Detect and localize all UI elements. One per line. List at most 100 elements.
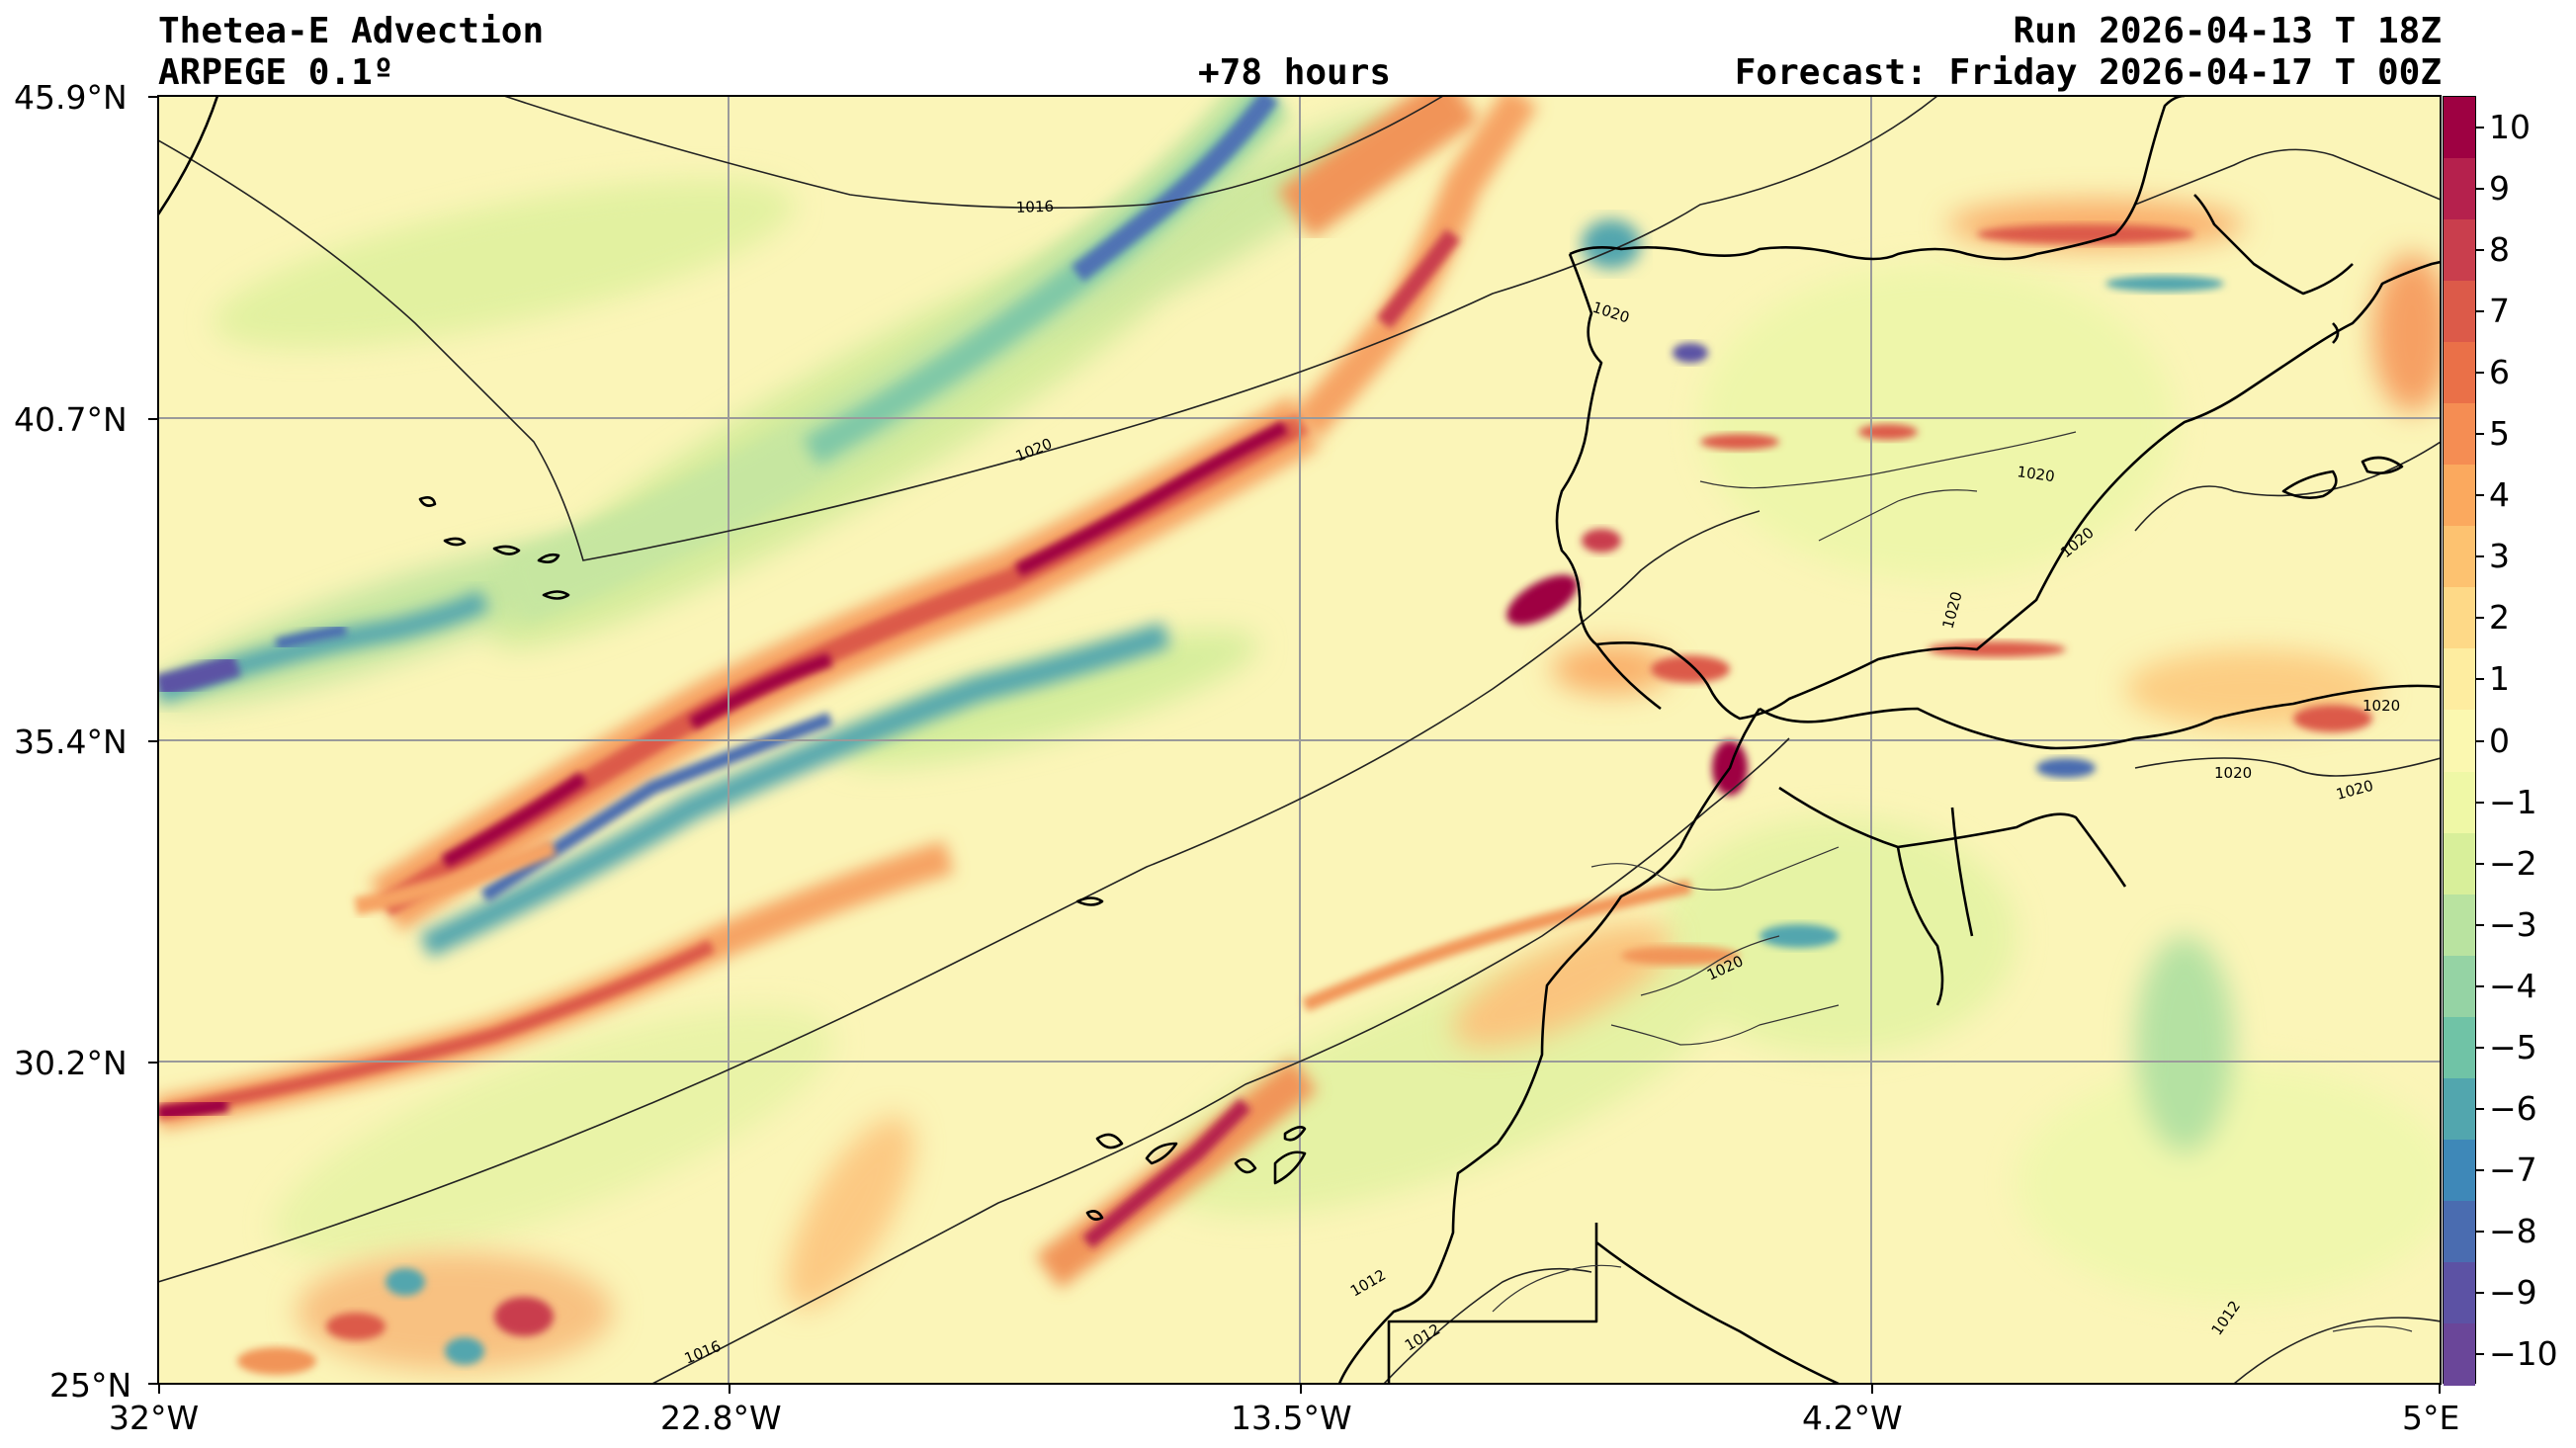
isobar-label: 1020	[2016, 463, 2055, 485]
colorbar-segment	[2444, 403, 2475, 467]
colorbar-segment	[2444, 526, 2475, 589]
colorbar-segment	[2444, 832, 2475, 895]
lon-tick	[2439, 1384, 2441, 1394]
colorbar-tick	[2476, 1230, 2484, 1233]
colorbar-tick	[2476, 739, 2484, 742]
forecast-valid-time: Forecast: Friday 2026-04-17 T 00Z	[1734, 52, 2442, 93]
colorbar-tick	[2476, 1352, 2484, 1355]
colorbar-segment	[2444, 587, 2475, 650]
colorbar-tick	[2476, 862, 2484, 865]
colorbar-tick	[2476, 433, 2484, 436]
field-southern-band	[158, 838, 1692, 1289]
coastlines	[158, 96, 2441, 1384]
colorbar-label: 4	[2489, 475, 2510, 515]
colorbar-tick	[2476, 1168, 2484, 1171]
title-model-name: ARPEGE 0.1º	[158, 52, 394, 93]
lon-label: 4.2°W	[1802, 1399, 1903, 1437]
colorbar-tick	[2476, 617, 2484, 620]
colorbar-label: 5	[2489, 414, 2510, 454]
field-frontal-band	[369, 96, 1538, 958]
run-time: Run 2026-04-13 T 18Z	[2013, 11, 2442, 51]
colorbar-tick	[2476, 555, 2484, 558]
colorbar-tick	[2476, 1046, 2484, 1049]
colorbar-segment	[2444, 894, 2475, 957]
colorbar-label: −7	[2489, 1150, 2537, 1189]
colorbar-label: −2	[2489, 843, 2537, 883]
colorbar-segment	[2444, 465, 2475, 528]
terrain-contours	[1492, 431, 2413, 1332]
colorbar-tick	[2476, 1291, 2484, 1294]
isobar-label: 1020	[2362, 697, 2400, 715]
colorbar-label: 1	[2489, 659, 2510, 699]
lead-time: +78 hours	[1198, 52, 1392, 93]
colorbar-segment	[2444, 710, 2475, 773]
title-field-name: Thetea-E Advection	[158, 11, 545, 51]
colorbar-segment	[2444, 97, 2475, 160]
colorbar-segment	[2444, 342, 2475, 405]
colorbar-label: −10	[2489, 1333, 2558, 1373]
colorbar-label: 2	[2489, 598, 2510, 638]
colorbar	[2443, 96, 2476, 1386]
colorbar-label: 6	[2489, 353, 2510, 392]
colorbar-tick	[2476, 249, 2484, 252]
lon-label: 5°E	[2402, 1399, 2460, 1437]
lon-tick	[729, 1384, 730, 1394]
field-local-features	[237, 219, 2372, 1375]
lat-tick	[148, 418, 158, 420]
colorbar-tick	[2476, 494, 2484, 497]
colorbar-label: 0	[2489, 721, 2510, 760]
colorbar-segment	[2444, 771, 2475, 834]
colorbar-label: −9	[2489, 1272, 2537, 1312]
colorbar-tick	[2476, 801, 2484, 804]
colorbar-label: −6	[2489, 1088, 2537, 1128]
lat-tick	[148, 1383, 158, 1385]
colorbar-label: 10	[2489, 108, 2531, 147]
colorbar-tick	[2476, 310, 2484, 313]
lon-tick	[1300, 1384, 1302, 1394]
colorbar-tick	[2476, 127, 2484, 129]
colorbar-label: −4	[2489, 966, 2537, 1005]
colorbar-tick	[2476, 678, 2484, 681]
map-svg[interactable]: 1016 1020 1020 1020 1020 1020 1020 1020 …	[158, 96, 2441, 1384]
colorbar-label: 8	[2489, 230, 2510, 270]
colorbar-segment	[2444, 281, 2475, 344]
colorbar-label: −3	[2489, 904, 2537, 944]
colorbar-segment	[2444, 219, 2475, 283]
colorbar-segment	[2444, 1016, 2475, 1079]
colorbar-tick	[2476, 1107, 2484, 1110]
isobar-label: 1016	[1016, 198, 1055, 216]
lon-label: 22.8°W	[660, 1399, 782, 1437]
colorbar-segment	[2444, 1077, 2475, 1141]
colorbar-tick	[2476, 984, 2484, 987]
colorbar-segment	[2444, 1322, 2475, 1386]
colorbar-label: 9	[2489, 169, 2510, 209]
lon-label: 13.5°W	[1231, 1399, 1352, 1437]
colorbar-tick	[2476, 923, 2484, 926]
lat-label: 40.7°N	[14, 400, 128, 439]
colorbar-label: 7	[2489, 292, 2510, 331]
colorbar-segment	[2444, 648, 2475, 712]
colorbar-label: 3	[2489, 537, 2510, 576]
isobar-label: 1020	[2214, 764, 2252, 782]
isobar-lines	[158, 96, 2441, 1384]
colorbar-tick	[2476, 372, 2484, 375]
lat-tick	[148, 740, 158, 742]
lat-label: 30.2°N	[14, 1044, 128, 1082]
lon-tick	[1871, 1384, 1873, 1394]
field-negative-band-north	[158, 96, 1293, 705]
colorbar-label: −5	[2489, 1027, 2537, 1066]
colorbar-segment	[2444, 1200, 2475, 1263]
map-panel[interactable]: 1016 1020 1020 1020 1020 1020 1020 1020 …	[158, 96, 2441, 1384]
colorbar-label: −8	[2489, 1211, 2537, 1250]
lat-tick	[148, 1062, 158, 1064]
lat-label: 25°N	[49, 1366, 132, 1405]
colorbar-segment	[2444, 1139, 2475, 1202]
colorbar-segment	[2444, 955, 2475, 1018]
colorbar-segment	[2444, 158, 2475, 221]
colorbar-tick	[2476, 188, 2484, 191]
lat-tick	[148, 96, 158, 98]
lon-tick	[158, 1384, 160, 1394]
colorbar-segment	[2444, 1261, 2475, 1324]
colorbar-label: −1	[2489, 782, 2537, 821]
lat-label: 45.9°N	[14, 78, 128, 117]
